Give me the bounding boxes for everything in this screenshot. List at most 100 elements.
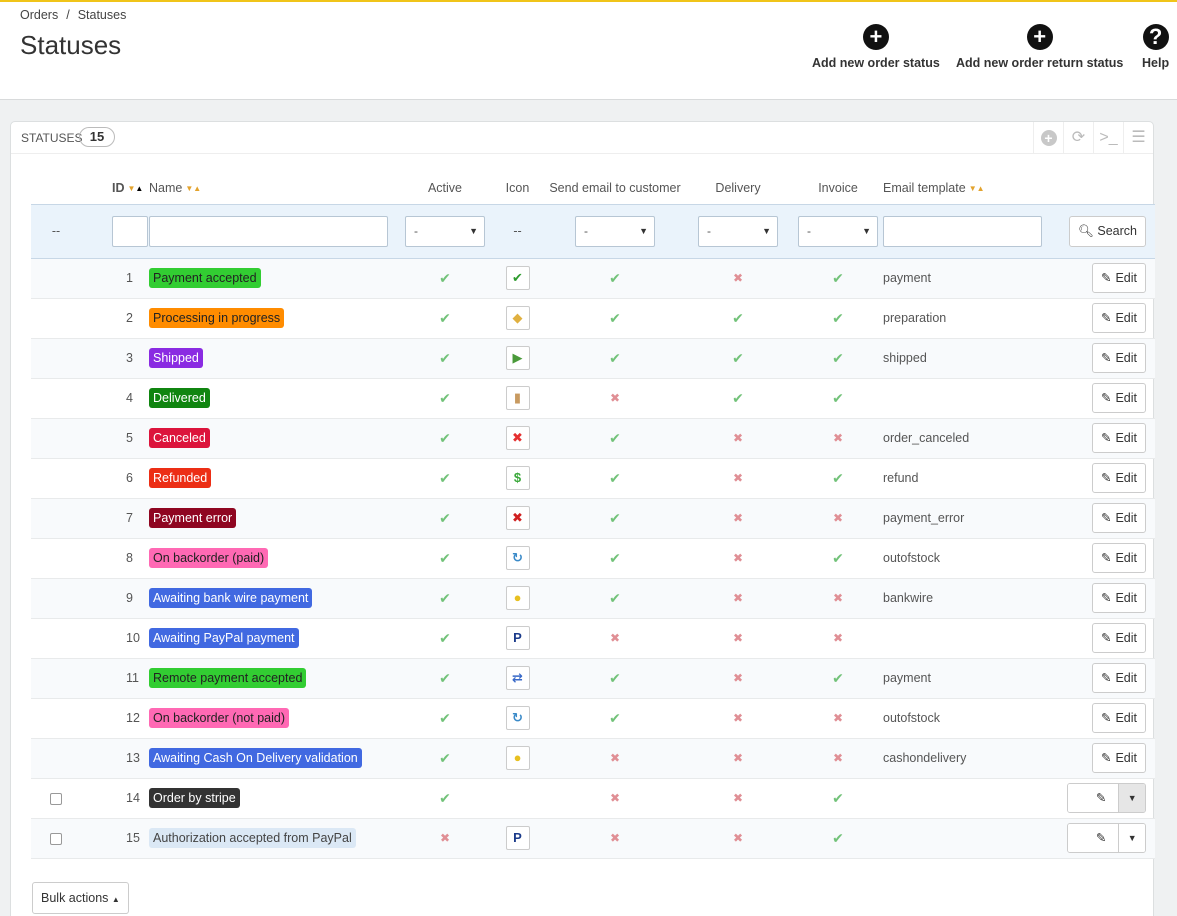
active-cell[interactable]: ✔ bbox=[402, 618, 488, 659]
send-email-cell[interactable]: ✖ bbox=[547, 818, 683, 859]
send-email-cell[interactable]: ✖ bbox=[547, 378, 683, 419]
active-cell[interactable]: ✔ bbox=[402, 338, 488, 379]
id-filter-input[interactable] bbox=[112, 215, 148, 247]
invoice-cell[interactable]: ✔ bbox=[793, 298, 883, 339]
help-button[interactable]: ? Help bbox=[1142, 24, 1169, 70]
add-order-status-button[interactable]: + Add new order status bbox=[812, 24, 940, 70]
send-email-cell[interactable]: ✖ bbox=[547, 618, 683, 659]
active-filter-select[interactable]: - ▼ bbox=[405, 215, 485, 247]
invoice-cell[interactable]: ✖ bbox=[793, 618, 883, 659]
delivery-cell[interactable]: ✖ bbox=[683, 738, 793, 779]
invoice-cell[interactable]: ✔ bbox=[793, 538, 883, 579]
invoice-cell[interactable]: ✖ bbox=[793, 418, 883, 459]
col-email-template[interactable]: Email template ▼▲ bbox=[883, 172, 1067, 204]
edit-button[interactable]: ✎Edit bbox=[1091, 703, 1146, 733]
send-email-cell[interactable]: ✔ bbox=[547, 578, 683, 619]
active-cell[interactable]: ✔ bbox=[402, 298, 488, 339]
active-cell[interactable]: ✔ bbox=[402, 378, 488, 419]
active-cell[interactable]: ✔ bbox=[402, 538, 488, 579]
sort-arrows-icon[interactable]: ▼▲ bbox=[127, 183, 144, 193]
active-cell[interactable]: ✔ bbox=[402, 778, 488, 819]
template-filter-input[interactable] bbox=[883, 215, 1042, 247]
invoice-cell[interactable]: ✔ bbox=[793, 778, 883, 819]
send-email-cell[interactable]: ✔ bbox=[547, 258, 683, 299]
send-email-cell[interactable]: ✔ bbox=[547, 458, 683, 499]
row-checkbox[interactable] bbox=[50, 832, 62, 845]
invoice-cell[interactable]: ✔ bbox=[793, 378, 883, 419]
chevron-down-icon[interactable]: ▼ bbox=[1118, 824, 1145, 852]
delivery-cell[interactable]: ✖ bbox=[683, 578, 793, 619]
send-email-cell[interactable]: ✔ bbox=[547, 418, 683, 459]
active-cell[interactable]: ✔ bbox=[402, 418, 488, 459]
database-icon[interactable]: ☰ bbox=[1123, 122, 1153, 154]
delivery-cell[interactable]: ✖ bbox=[683, 498, 793, 539]
edit-split-button[interactable]: ✎Edit▼ bbox=[1067, 783, 1146, 813]
delivery-cell[interactable]: ✖ bbox=[683, 258, 793, 299]
active-cell[interactable]: ✔ bbox=[402, 578, 488, 619]
delivery-cell[interactable]: ✖ bbox=[683, 778, 793, 819]
active-cell[interactable]: ✔ bbox=[402, 738, 488, 779]
delivery-cell[interactable]: ✖ bbox=[683, 538, 793, 579]
send-email-cell[interactable]: ✖ bbox=[547, 738, 683, 779]
delivery-cell[interactable]: ✖ bbox=[683, 458, 793, 499]
search-button[interactable]: 🔍︎ Search bbox=[1069, 215, 1146, 247]
sql-query-icon[interactable]: >_ bbox=[1093, 122, 1123, 154]
edit-button[interactable]: ✎Edit bbox=[1091, 743, 1146, 773]
invoice-cell[interactable]: ✖ bbox=[793, 698, 883, 739]
active-cell[interactable]: ✔ bbox=[402, 258, 488, 299]
invoice-cell[interactable]: ✔ bbox=[793, 658, 883, 699]
bulk-actions-button[interactable]: Bulk actions ▲ bbox=[32, 882, 129, 914]
delivery-cell[interactable]: ✖ bbox=[683, 658, 793, 699]
active-cell[interactable]: ✖ bbox=[402, 818, 488, 859]
invoice-cell[interactable]: ✖ bbox=[793, 578, 883, 619]
delivery-cell[interactable]: ✖ bbox=[683, 698, 793, 739]
active-cell[interactable]: ✔ bbox=[402, 458, 488, 499]
breadcrumb-orders[interactable]: Orders bbox=[20, 8, 59, 22]
edit-button[interactable]: ✎Edit bbox=[1091, 303, 1146, 333]
delivery-cell[interactable]: ✔ bbox=[683, 378, 793, 419]
active-cell[interactable]: ✔ bbox=[402, 498, 488, 539]
add-new-icon[interactable]: + bbox=[1033, 122, 1063, 154]
delivery-cell[interactable]: ✔ bbox=[683, 298, 793, 339]
invoice-cell[interactable]: ✔ bbox=[793, 458, 883, 499]
edit-button[interactable]: ✎Edit bbox=[1091, 383, 1146, 413]
invoice-cell[interactable]: ✔ bbox=[793, 818, 883, 859]
edit-button[interactable]: ✎Edit bbox=[1091, 343, 1146, 373]
active-cell[interactable]: ✔ bbox=[402, 698, 488, 739]
col-name[interactable]: Name ▼▲ bbox=[149, 172, 402, 204]
sort-arrows-icon[interactable]: ▼▲ bbox=[968, 183, 985, 193]
delivery-cell[interactable]: ✖ bbox=[683, 418, 793, 459]
send-email-cell[interactable]: ✖ bbox=[547, 778, 683, 819]
email-filter-select[interactable]: - ▼ bbox=[575, 215, 655, 247]
edit-button[interactable]: ✎Edit bbox=[1091, 543, 1146, 573]
edit-button[interactable]: ✎Edit bbox=[1068, 824, 1119, 852]
invoice-cell[interactable]: ✔ bbox=[793, 338, 883, 379]
delivery-cell[interactable]: ✔ bbox=[683, 338, 793, 379]
edit-button[interactable]: ✎Edit bbox=[1091, 623, 1146, 653]
send-email-cell[interactable]: ✔ bbox=[547, 658, 683, 699]
name-filter-input[interactable] bbox=[149, 215, 388, 247]
send-email-cell[interactable]: ✔ bbox=[547, 538, 683, 579]
col-id[interactable]: ID ▼▲ bbox=[77, 172, 149, 204]
invoice-cell[interactable]: ✔ bbox=[793, 258, 883, 299]
active-cell[interactable]: ✔ bbox=[402, 658, 488, 699]
edit-button[interactable]: ✎Edit bbox=[1091, 583, 1146, 613]
edit-button[interactable]: ✎Edit bbox=[1091, 503, 1146, 533]
edit-button[interactable]: ✎Edit bbox=[1091, 463, 1146, 493]
edit-split-button[interactable]: ✎Edit▼ bbox=[1067, 823, 1146, 853]
row-checkbox[interactable] bbox=[50, 792, 62, 805]
sort-arrows-icon[interactable]: ▼▲ bbox=[185, 183, 202, 193]
edit-button[interactable]: ✎Edit bbox=[1091, 663, 1146, 693]
send-email-cell[interactable]: ✔ bbox=[547, 698, 683, 739]
delivery-filter-select[interactable]: - ▼ bbox=[698, 215, 778, 247]
edit-button[interactable]: ✎Edit bbox=[1068, 784, 1119, 812]
invoice-cell[interactable]: ✖ bbox=[793, 738, 883, 779]
invoice-filter-select[interactable]: - ▼ bbox=[798, 215, 878, 247]
send-email-cell[interactable]: ✔ bbox=[547, 338, 683, 379]
delivery-cell[interactable]: ✖ bbox=[683, 818, 793, 859]
refresh-icon[interactable]: ⟳ bbox=[1063, 122, 1093, 154]
edit-button[interactable]: ✎Edit bbox=[1091, 263, 1146, 293]
send-email-cell[interactable]: ✔ bbox=[547, 298, 683, 339]
send-email-cell[interactable]: ✔ bbox=[547, 498, 683, 539]
delivery-cell[interactable]: ✖ bbox=[683, 618, 793, 659]
